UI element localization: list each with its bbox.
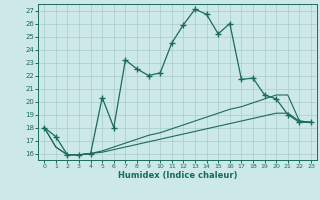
X-axis label: Humidex (Indice chaleur): Humidex (Indice chaleur) — [118, 171, 237, 180]
